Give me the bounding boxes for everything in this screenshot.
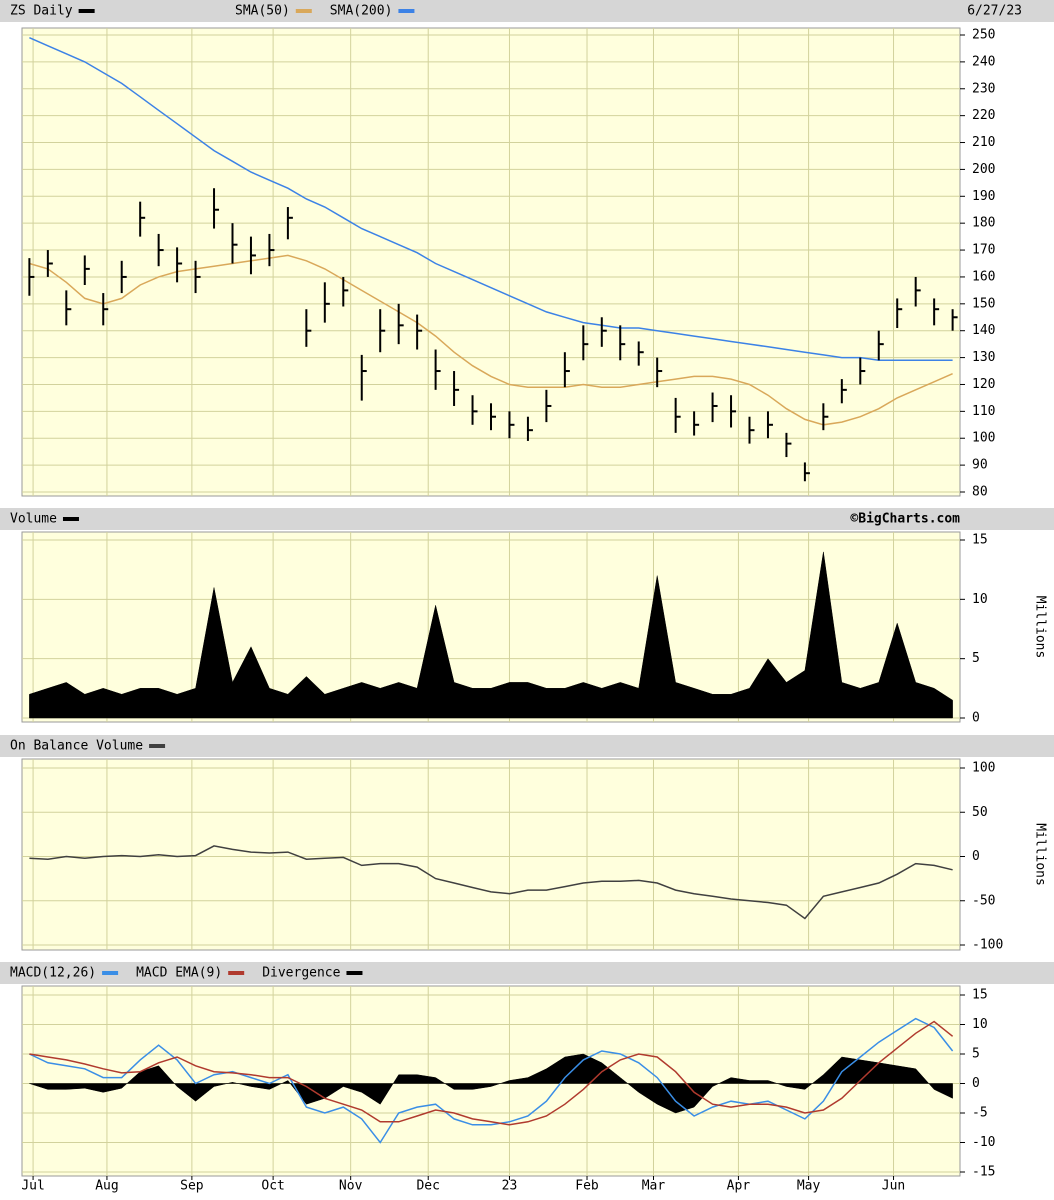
y-tick-label: -5	[972, 1106, 988, 1121]
x-tick-label: Sep	[180, 1179, 204, 1194]
x-tick-label: Nov	[339, 1179, 363, 1194]
credit: ©BigCharts.com	[850, 512, 960, 527]
y-tick-label: 0	[972, 1076, 980, 1091]
x-tick-label: Aug	[95, 1179, 118, 1194]
legend-swatch	[78, 9, 95, 13]
y-tick-label: 5	[972, 1047, 980, 1062]
volume-area	[29, 551, 953, 719]
panel-header	[0, 735, 1054, 757]
plot-area	[21, 985, 961, 1177]
y-tick-label: 220	[972, 108, 995, 123]
x-tick-label: Jun	[882, 1179, 905, 1194]
x-tick-label: May	[797, 1179, 821, 1194]
legend-swatch	[295, 9, 312, 13]
obv-line	[29, 845, 953, 920]
macd-line	[29, 1020, 954, 1126]
y-tick-label: 15	[972, 988, 988, 1003]
y-tick-label: 100	[972, 431, 995, 446]
y-tick-label: 120	[972, 377, 995, 392]
legend-swatch	[346, 971, 363, 975]
x-tick-label: Oct	[261, 1179, 284, 1194]
panel-header	[0, 962, 1054, 984]
y-tick-label: 160	[972, 269, 995, 284]
legend-label: MACD EMA(9)	[136, 966, 222, 981]
y-tick-label: -100	[972, 938, 1003, 953]
legend-swatch	[149, 744, 166, 748]
legend-label: Volume	[10, 512, 57, 527]
legend-swatch	[228, 971, 245, 975]
x-tick-label: Dec	[416, 1179, 439, 1194]
legend-label: SMA(200)	[330, 4, 393, 19]
macd-line	[29, 1017, 954, 1144]
y-tick-label: 0	[972, 849, 980, 864]
y-tick-label: 10	[972, 592, 988, 607]
x-tick-label: Feb	[575, 1179, 599, 1194]
legend-label: SMA(50)	[235, 4, 290, 19]
y-tick-label: 250	[972, 28, 995, 43]
y-tick-label: -15	[972, 1165, 995, 1180]
y-tick-label: 10	[972, 1017, 988, 1032]
y-tick-label: 110	[972, 404, 995, 419]
legend-label: ZS Daily	[10, 4, 73, 19]
date-label: 6/27/23	[967, 4, 1022, 19]
y-tick-label: 15	[972, 533, 988, 548]
y-tick-label: 5	[972, 651, 980, 666]
legend-swatch	[398, 9, 415, 13]
sma-line	[29, 254, 953, 426]
y-tick-label: -10	[972, 1135, 995, 1150]
x-tick-label: Apr	[727, 1179, 751, 1194]
y-tick-label: 130	[972, 350, 995, 365]
y-tick-label: 50	[972, 805, 988, 820]
y-tick-label: 240	[972, 54, 995, 69]
legend-swatch	[102, 971, 119, 975]
divergence-area	[29, 1053, 953, 1114]
y-tick-label: 200	[972, 162, 995, 177]
y-tick-label: 210	[972, 135, 995, 150]
y-tick-label: 90	[972, 458, 988, 473]
y-tick-label: 80	[972, 485, 988, 500]
y-tick-label: 100	[972, 761, 995, 776]
legend-label: Divergence	[262, 966, 340, 981]
y-axis-label: Millions	[1033, 596, 1048, 659]
panel-header	[0, 508, 1054, 530]
y-tick-label: 150	[972, 296, 995, 311]
y-tick-label: 0	[972, 711, 980, 726]
legend-swatch	[62, 517, 79, 521]
legend-label: On Balance Volume	[10, 739, 143, 754]
x-tick-label: Mar	[642, 1179, 666, 1194]
y-tick-label: 170	[972, 243, 995, 258]
y-tick-label: 140	[972, 323, 995, 338]
panel-header	[0, 0, 1054, 22]
x-tick-label: 23	[502, 1179, 518, 1194]
legend-label: MACD(12,26)	[10, 966, 96, 981]
y-tick-label: 180	[972, 216, 995, 231]
y-tick-label: 190	[972, 189, 995, 204]
y-tick-label: 230	[972, 81, 995, 96]
y-tick-label: -50	[972, 893, 995, 908]
sma-line	[29, 37, 953, 362]
y-axis-label: Millions	[1033, 823, 1048, 886]
x-tick-label: Jul	[21, 1179, 44, 1194]
